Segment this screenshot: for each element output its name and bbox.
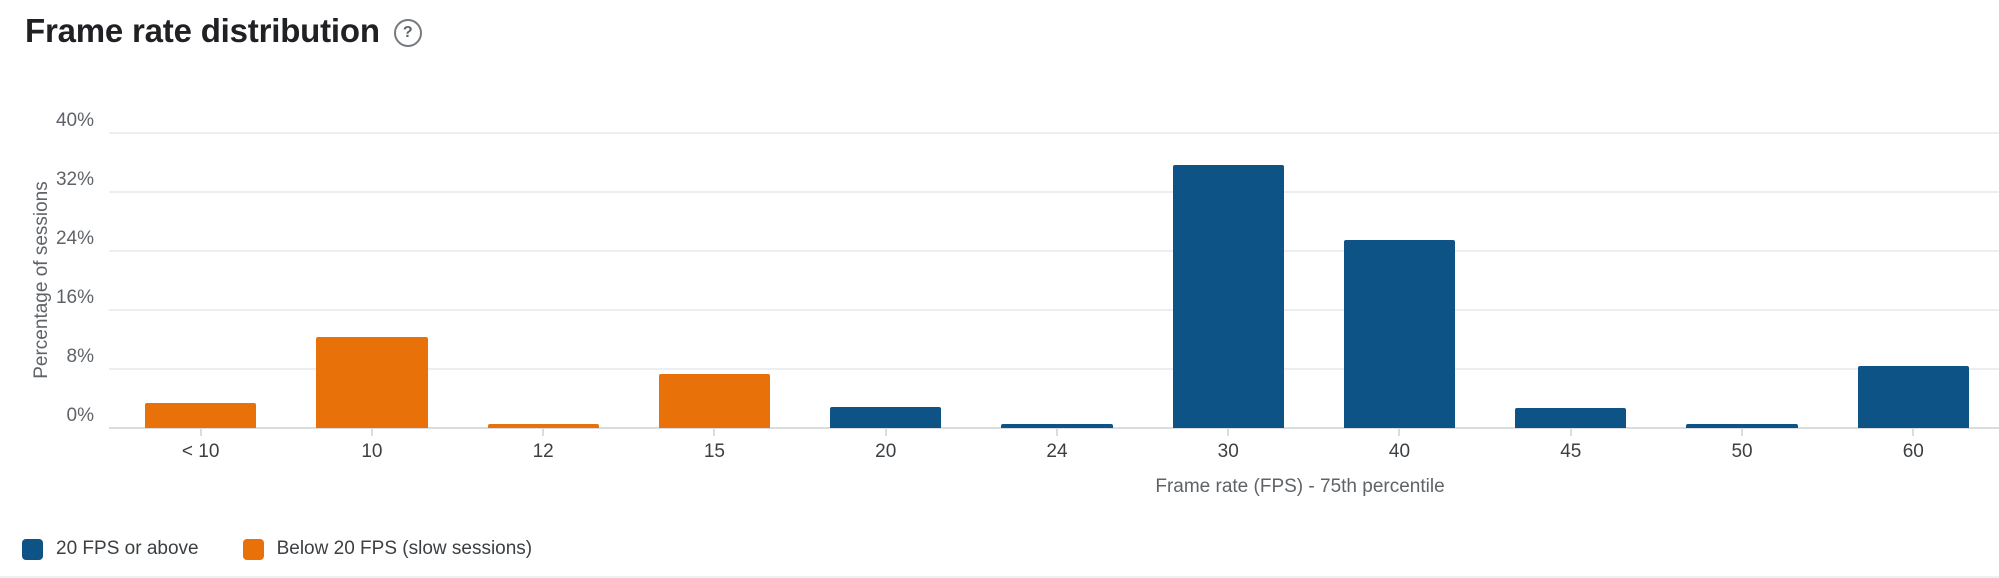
x-tick-slot [1485,429,1656,436]
bar-slot [800,133,971,428]
bar-slot [1143,133,1314,428]
bar-slot [115,133,286,428]
x-tick-slot [971,429,1142,436]
axis-tick [713,429,716,436]
gridline [109,132,1999,134]
legend-label: Below 20 FPS (slow sessions) [276,538,533,559]
bar-slot [458,133,629,428]
axis-tick [1398,429,1401,436]
gridline [109,250,1999,252]
bar-45[interactable] [1515,408,1627,428]
x-label-slot: 24 [971,441,1142,463]
gridline [109,191,1999,193]
x-axis-label: 50 [1731,441,1753,462]
x-label-slot: 10 [286,441,457,463]
axis-tick [542,429,545,436]
y-axis-title: Percentage of sessions [31,181,52,379]
bar-60[interactable] [1857,366,1969,428]
axis-tick [1055,429,1058,436]
card-header: Frame rate distribution ? [25,12,422,50]
y-axis-tick-label: 8% [66,346,94,367]
x-label-slot: < 10 [115,441,286,463]
bar-slot [1828,133,1999,428]
bars-layer [115,133,1999,428]
axis-tick [1227,429,1230,436]
x-label-slot: 15 [629,441,800,463]
chart-legend: 20 FPS or above Below 20 FPS (slow sessio… [22,538,532,560]
legend-label: 20 FPS or above [56,538,199,559]
bar-12[interactable] [487,424,599,428]
x-tick-slot [1143,429,1314,436]
x-label-slot: 30 [1143,441,1314,463]
bar-10[interactable] [316,337,428,428]
axis-tick [1569,429,1572,436]
gridline [109,309,1999,311]
y-axis-tick-label: 32% [55,169,94,190]
x-label-slot: 40 [1314,441,1485,463]
y-axis-tick-label: 40% [55,110,94,131]
x-axis-label: 24 [1046,441,1068,462]
axis-tick [884,429,887,436]
axis-tick [370,429,373,436]
x-axis-label: 60 [1902,441,1924,462]
x-label-slot: 60 [1828,441,1999,463]
legend-item: 20 FPS or above [22,538,199,560]
x-axis-label: < 10 [181,441,220,462]
legend-swatch [22,538,43,560]
legend-item: Below 20 FPS (slow sessions) [242,538,533,560]
x-axis-title: Frame rate (FPS) - 75th percentile [1155,476,1445,497]
x-axis-labels: < 10 10 12 15 20 24 30 40 45 50 60 [115,441,1999,463]
x-axis-label: 20 [875,441,897,462]
bar-slot [286,133,457,428]
x-tick-slot [629,429,800,436]
x-tick-slot [1828,429,1999,436]
x-axis-label: 10 [361,441,383,462]
x-label-slot: 20 [800,441,971,463]
x-axis-label: 30 [1217,441,1239,462]
help-icon[interactable]: ? [393,19,422,47]
plot-area: 0% 8% 16% 24% 32% 40% [56,110,1999,429]
bar-slot [1656,133,1827,428]
x-axis-ticks [115,429,1999,436]
bar-15[interactable] [658,374,771,428]
bar-40[interactable] [1343,239,1456,428]
axis-tick [1741,429,1744,436]
bar-slot [1485,133,1656,428]
legend-swatch [242,538,264,560]
x-tick-slot [115,429,286,436]
bar-24[interactable] [1001,424,1113,428]
bar-50[interactable] [1686,424,1798,428]
bar-<10[interactable] [144,402,257,428]
bar-30[interactable] [1172,164,1284,428]
x-tick-slot [800,429,971,436]
axis-tick [1912,429,1915,436]
bar-slot [971,133,1142,428]
gridline [109,427,1999,429]
bar-slot [1314,133,1485,428]
x-label-slot: 45 [1485,441,1656,463]
x-tick-slot [1656,429,1827,436]
x-axis-label: 12 [532,441,554,462]
y-axis-tick-label: 0% [66,405,94,426]
x-tick-slot [286,429,457,436]
x-axis-label: 40 [1388,441,1411,462]
axis-tick [199,429,202,436]
x-axis-label: 15 [703,441,725,462]
x-tick-slot [458,429,629,436]
gridline [109,368,1999,370]
x-label-slot: 50 [1656,441,1827,463]
bar-20[interactable] [830,406,942,428]
x-axis-label: 45 [1560,441,1582,462]
bar-slot [629,133,800,428]
page-title: Frame rate distribution [25,12,380,49]
x-label-slot: 12 [458,441,629,463]
y-axis-tick-label: 16% [55,287,94,308]
y-axis-tick-label: 24% [55,228,94,249]
x-tick-slot [1314,429,1485,436]
